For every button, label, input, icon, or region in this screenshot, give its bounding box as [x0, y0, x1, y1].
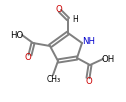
Text: NH: NH: [83, 37, 96, 45]
Text: O: O: [56, 6, 62, 14]
Text: HO: HO: [10, 30, 24, 39]
Text: O: O: [25, 54, 31, 63]
Text: OH: OH: [101, 54, 115, 64]
Text: O: O: [86, 78, 92, 86]
Text: H: H: [72, 16, 78, 24]
Text: CH₃: CH₃: [47, 74, 61, 84]
